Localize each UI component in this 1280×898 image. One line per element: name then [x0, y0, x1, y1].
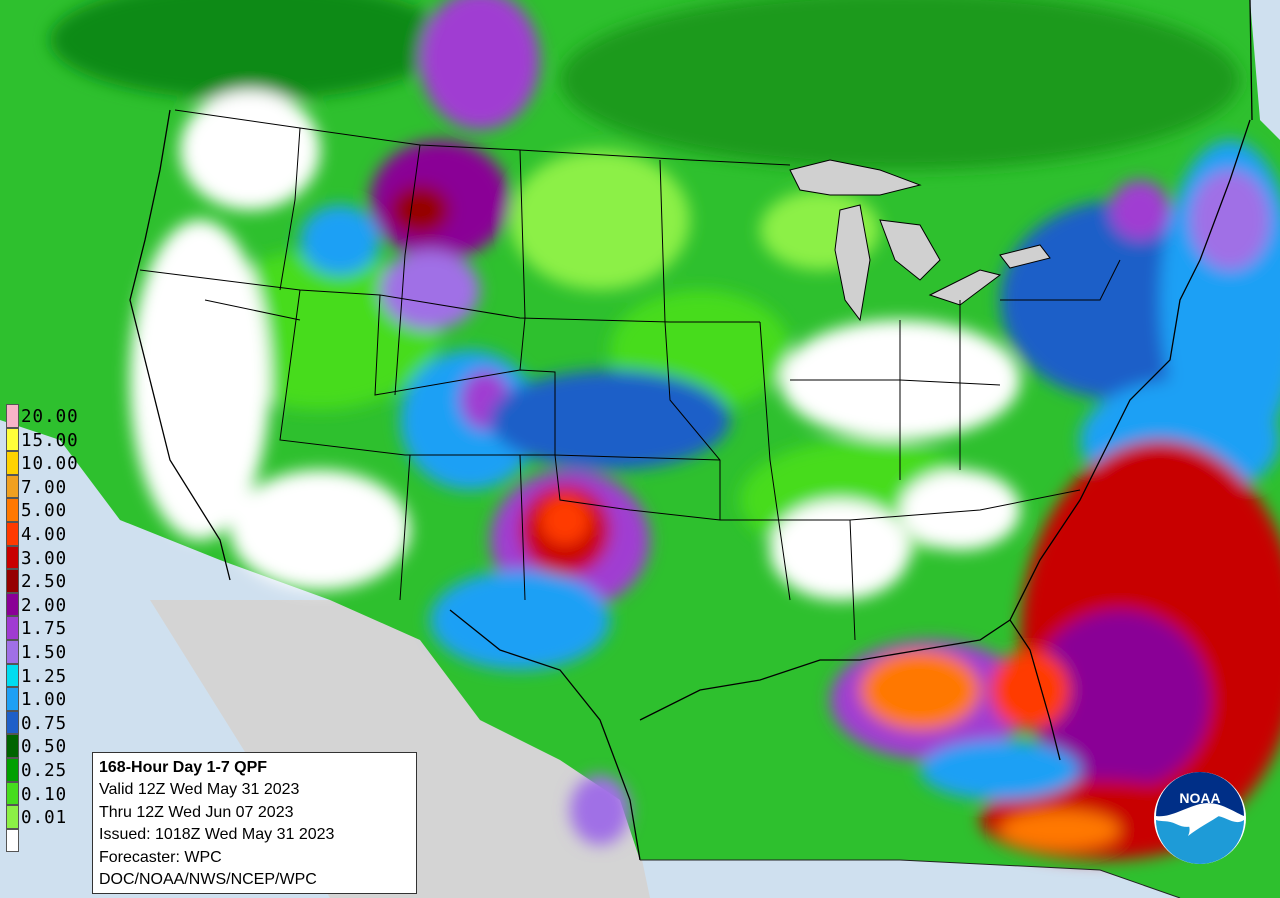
legend-swatch [6, 710, 19, 735]
legend-swatch [6, 404, 19, 428]
legend-row: 2.50 [6, 569, 96, 593]
legend-label: 4.00 [21, 524, 68, 545]
legend-swatch [6, 828, 19, 853]
legend-swatch [6, 663, 19, 688]
legend-label: 7.00 [21, 477, 68, 498]
legend-row: 0.10 [6, 781, 96, 806]
legend-row: 10.00 [6, 451, 96, 475]
legend-row: 1.00 [6, 687, 96, 711]
legend-row: 0.25 [6, 757, 96, 782]
agency: DOC/NOAA/NWS/NCEP/WPC [99, 871, 317, 889]
legend-swatch [6, 474, 19, 499]
legend-row: 0.75 [6, 710, 96, 735]
legend-label: 0.10 [21, 784, 68, 805]
legend-swatch [6, 592, 19, 617]
map-title: 168-Hour Day 1-7 QPF [99, 759, 268, 776]
great-lakes [789, 159, 1051, 322]
legend-swatch [6, 616, 19, 640]
coastlines [129, 0, 1253, 861]
legend-swatch [6, 427, 19, 452]
legend-row: 1.75 [6, 616, 96, 640]
legend-swatch [6, 521, 19, 546]
thru-time: Thru 12Z Wed Jun 07 2023 [99, 803, 294, 821]
noaa-logo: NOAA [1154, 772, 1246, 864]
legend-row: 20.00 [6, 404, 96, 428]
legend-row: 5.00 [6, 498, 96, 522]
legend-label: 20.00 [21, 407, 79, 427]
legend-row: 1.50 [6, 639, 96, 664]
legend-row: 7.00 [6, 474, 96, 499]
noaa-logo-text: NOAA [1179, 790, 1220, 806]
legend-row: 4.00 [6, 521, 96, 546]
legend-swatch [6, 781, 19, 806]
legend-label: 0.75 [21, 713, 68, 734]
legend-row: 0.50 [6, 734, 96, 758]
legend-label: 1.25 [21, 666, 68, 687]
legend-swatch [6, 545, 19, 570]
legend-row: 0.01 [6, 805, 96, 829]
legend-label: 0.25 [21, 760, 68, 781]
legend-label: 2.50 [21, 572, 68, 593]
legend-swatch [6, 757, 19, 782]
legend-label: 5.00 [21, 501, 68, 522]
legend-label: 0.01 [21, 808, 68, 829]
legend-row [6, 828, 96, 853]
map-info-box: 168-Hour Day 1-7 QPF Valid 12Z Wed May 3… [92, 752, 417, 894]
legend-swatch [6, 639, 19, 664]
domain-edge [640, 859, 1181, 898]
legend-swatch [6, 805, 19, 829]
state-boundaries [139, 109, 1121, 641]
legend-label: 1.00 [21, 690, 68, 711]
legend-swatch [6, 687, 19, 711]
legend-label: 1.50 [21, 642, 68, 663]
legend-row: 3.00 [6, 545, 96, 570]
legend-swatch [6, 451, 19, 475]
forecaster: Forecaster: WPC [99, 848, 222, 866]
legend-swatch [6, 734, 19, 758]
legend-row: 1.25 [6, 663, 96, 688]
legend-swatch [6, 569, 19, 593]
legend-row: 15.00 [6, 427, 96, 452]
legend-swatch [6, 498, 19, 522]
issued-time: Issued: 1018Z Wed May 31 2023 [99, 826, 335, 844]
legend-label: 10.00 [21, 454, 79, 475]
legend-label: 15.00 [21, 430, 79, 451]
legend-label: 3.00 [21, 548, 68, 569]
precip-legend: 20.00 15.00 10.00 7.00 5.00 4.00 3.00 2.50 2.00 1… [6, 404, 96, 853]
legend-row: 2.00 [6, 592, 96, 617]
legend-label: 0.50 [21, 737, 68, 758]
valid-time: Valid 12Z Wed May 31 2023 [99, 781, 300, 799]
legend-label: 1.75 [21, 619, 68, 640]
legend-label: 2.00 [21, 595, 68, 616]
precip-fields [50, 0, 1280, 860]
